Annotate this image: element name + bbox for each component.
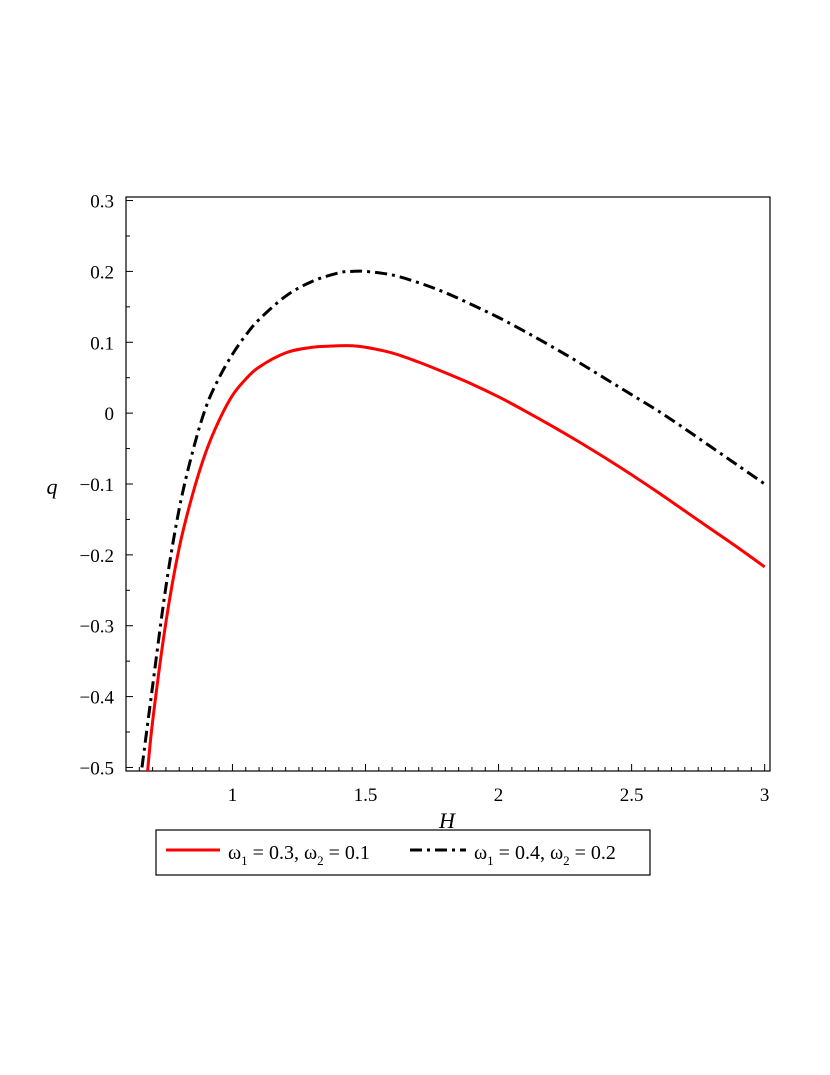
- x-tick-label: 3: [760, 785, 770, 806]
- y-tick-label: −0.4: [80, 688, 115, 709]
- legend-box: [155, 829, 651, 876]
- series-line-1: [146, 344, 766, 771]
- series-line-2: [140, 269, 766, 768]
- y-tick-label: 0: [105, 404, 115, 425]
- y-tick-label: −0.3: [80, 617, 114, 638]
- x-tick-label: 1.5: [354, 785, 378, 806]
- y-tick-label: −0.2: [80, 546, 114, 567]
- x-tick-label: 2.5: [620, 785, 644, 806]
- y-axis-label: q: [47, 474, 58, 499]
- x-tick-label: 2: [494, 785, 504, 806]
- legend: ω1 = 0.3, ω2 = 0.1 ω1 = 0.4, ω2 = 0.2: [155, 829, 651, 876]
- y-tick-label: 0.3: [90, 192, 114, 213]
- legend-label-series-2: ω1 = 0.4, ω2 = 0.2: [474, 842, 616, 868]
- x-axis-label: H: [438, 808, 456, 833]
- y-tick-label: 0.1: [90, 333, 114, 354]
- plot-frame: [125, 196, 771, 772]
- y-tick-label: −0.1: [80, 475, 114, 496]
- legend-label-series-1: ω1 = 0.3, ω2 = 0.1: [228, 842, 370, 868]
- x-tick-label: 1: [228, 785, 238, 806]
- y-tick-label: −0.5: [80, 758, 114, 779]
- y-tick-label: 0.2: [90, 262, 114, 283]
